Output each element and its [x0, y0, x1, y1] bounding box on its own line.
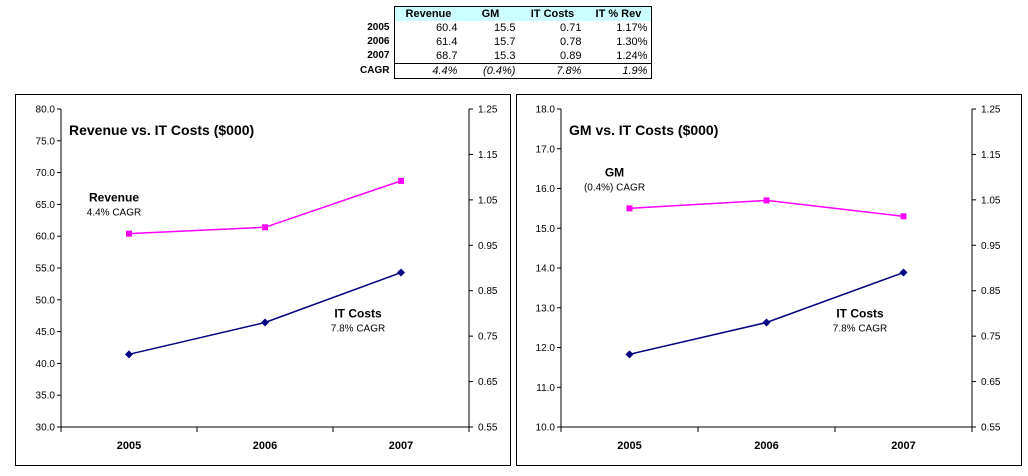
annotation-title: IT Costs	[836, 307, 884, 321]
y-right-tick-label: 1.15	[478, 150, 498, 161]
row-label: 2007	[367, 50, 390, 62]
y-left-tick-label: 18.0	[536, 105, 556, 116]
table-cell: 15.7	[494, 36, 516, 48]
y-left-tick-label: 35.0	[36, 391, 56, 402]
annotation-title: GM	[605, 165, 624, 179]
x-tick-label: 2006	[754, 440, 778, 452]
table-cell: 4.4%	[394, 63, 462, 79]
data-point-diamond	[625, 350, 634, 359]
y-left-tick-label: 16.0	[536, 184, 556, 195]
table-cell: 1.9%	[585, 63, 653, 79]
chart-title: Revenue vs. IT Costs ($000)	[69, 122, 254, 138]
y-left-tick-label: 45.0	[36, 327, 56, 338]
table-cell: 1.30%	[585, 35, 653, 49]
col-header-revenue: Revenue	[394, 6, 462, 21]
table-cell: 0.78	[560, 36, 582, 48]
data-point-diamond	[899, 268, 908, 277]
data-point-square	[626, 205, 633, 212]
table-cell: 15.5	[494, 22, 516, 34]
annotation-subtitle: 4.4% CAGR	[87, 208, 141, 219]
y-right-tick-label: 0.85	[478, 286, 498, 297]
col-header-it-costs: IT Costs	[519, 6, 586, 21]
y-left-tick-label: 65.0	[36, 200, 56, 211]
table-cell: 0.89	[560, 50, 582, 62]
y-right-tick-label: 0.95	[478, 241, 498, 252]
x-tick-label: 2006	[253, 440, 277, 452]
table-row: 2007 68.7 15.3 0.89 1.24%	[356, 49, 653, 64]
data-point-diamond	[762, 318, 771, 327]
y-right-tick-label: 0.55	[478, 423, 498, 434]
gm-chart-svg: 10.0 11.0 12.0 13.0 14.0 15.0 16.0 17.0 18.0 0.55…	[536, 105, 1001, 453]
data-point-diamond	[261, 318, 269, 327]
table-row: 2006 61.4 15.7 0.78 1.30%	[356, 35, 653, 49]
table-cell: 68.7	[394, 49, 462, 64]
y-right-tick-label: 1.05	[981, 195, 1001, 206]
table-cell: 15.3	[494, 50, 516, 62]
table-cell: 61.4	[394, 35, 462, 49]
y-left-tick-label: 50.0	[36, 295, 56, 306]
y-right-tick-label: 1.25	[478, 105, 498, 116]
x-tick-label: 2005	[617, 440, 641, 452]
y-left-tick-label: 10.0	[536, 423, 556, 434]
y-left-tick-label: 55.0	[36, 264, 56, 275]
y-left-tick-label: 60.0	[36, 232, 56, 243]
y-left-tick-label: 12.0	[536, 343, 556, 354]
y-right-tick-label: 0.85	[981, 286, 1001, 297]
x-tick-label: 2005	[117, 440, 141, 452]
revenue-vs-it-costs-chart: 30.0 35.0 40.0 45.0 50.0 55.0 60.0 65.0 70.0 75.0…	[15, 94, 511, 466]
y-left-tick-label: 80.0	[36, 105, 56, 116]
annotation-title: Revenue	[89, 191, 139, 205]
table-row-cagr: CAGR 4.4% (0.4%) 7.8% 1.9%	[356, 63, 653, 79]
table-cell: 1.17%	[585, 21, 653, 35]
y-right-tick-label: 0.65	[478, 377, 498, 388]
data-point-square	[900, 213, 907, 220]
y-right-tick-label: 0.55	[981, 423, 1001, 434]
col-header-it-pct-rev: IT % Rev	[585, 6, 653, 21]
y-right-tick-label: 0.95	[981, 241, 1001, 252]
summary-table: Revenue GM IT Costs IT % Rev 2005 60.4 1…	[356, 6, 653, 79]
y-left-tick-label: 11.0	[536, 383, 555, 394]
y-right-tick-label: 1.15	[981, 150, 1001, 161]
x-tick-label: 2007	[389, 440, 413, 452]
table-corner	[356, 7, 395, 22]
revenue-chart-svg: 30.0 35.0 40.0 45.0 50.0 55.0 60.0 65.0 70.0 75.0…	[36, 105, 498, 453]
data-point-square	[763, 197, 770, 204]
data-point-square	[398, 177, 404, 184]
chart-title: GM vs. IT Costs ($000)	[569, 122, 718, 138]
annotation-subtitle: 7.8% CAGR	[833, 324, 887, 335]
table-cell: (0.4%)	[461, 63, 520, 79]
annotation-subtitle: (0.4%) CAGR	[584, 182, 645, 193]
table-cell: 1.24%	[585, 49, 653, 64]
y-left-tick-label: 14.0	[536, 264, 556, 275]
y-left-tick-label: 30.0	[36, 423, 56, 434]
y-right-tick-label: 0.75	[981, 332, 1001, 343]
data-point-square	[262, 224, 268, 231]
data-point-diamond	[125, 350, 133, 359]
col-header-gm: GM	[461, 6, 520, 21]
row-label: 2006	[367, 36, 390, 47]
y-right-tick-label: 1.05	[478, 195, 498, 206]
gm-vs-it-costs-chart: 10.0 11.0 12.0 13.0 14.0 15.0 16.0 17.0 18.0 0.55…	[516, 94, 1022, 466]
x-tick-label: 2007	[891, 440, 915, 452]
y-left-tick-label: 15.0	[536, 224, 556, 235]
y-left-tick-label: 17.0	[536, 144, 556, 155]
y-left-tick-label: 13.0	[536, 303, 556, 314]
y-right-tick-label: 0.75	[478, 332, 498, 343]
row-label: 2005	[367, 22, 390, 33]
y-left-tick-label: 75.0	[36, 136, 56, 147]
annotation-title: IT Costs	[334, 307, 382, 321]
row-label: CAGR	[360, 65, 390, 76]
data-point-square	[126, 230, 132, 237]
table-header-row: Revenue GM IT Costs IT % Rev	[356, 6, 653, 22]
table-cell: 0.71	[560, 22, 582, 34]
table-row: 2005 60.4 15.5 0.71 1.17%	[356, 21, 653, 35]
y-right-tick-label: 0.65	[981, 377, 1001, 388]
annotation-subtitle: 7.8% CAGR	[331, 324, 385, 335]
table-cell: 7.8%	[519, 63, 586, 79]
y-left-tick-label: 70.0	[36, 168, 56, 179]
y-left-tick-label: 40.0	[36, 359, 56, 370]
data-point-diamond	[397, 268, 405, 277]
y-right-tick-label: 1.25	[981, 105, 1001, 116]
table-cell: 60.4	[394, 21, 462, 35]
